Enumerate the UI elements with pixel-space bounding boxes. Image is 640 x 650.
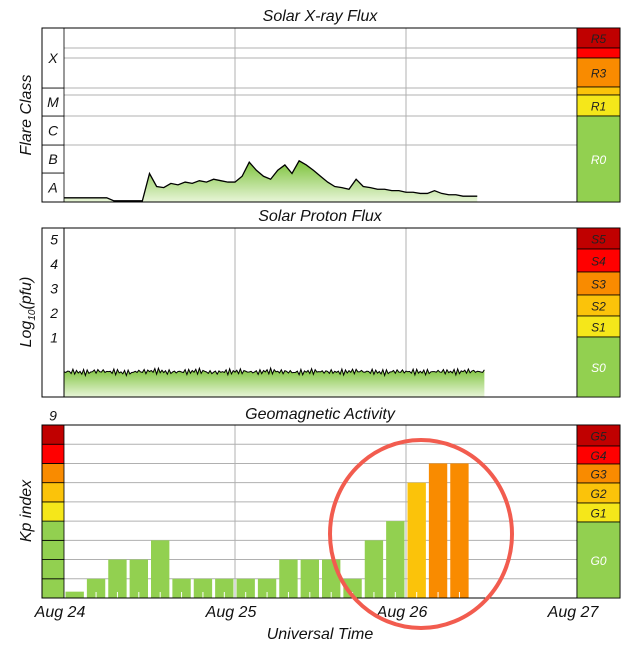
radiation-storm-scale-band xyxy=(576,336,621,398)
kp-bar xyxy=(65,591,84,598)
radiation-storm-scale-label: S5 xyxy=(591,233,606,247)
radio-blackout-scale-band xyxy=(576,86,621,96)
kp-bar xyxy=(279,559,298,598)
proton-y-tick: 1 xyxy=(50,330,58,346)
plot-area xyxy=(64,425,577,598)
proton-title: Solar Proton Flux xyxy=(258,208,383,225)
x-tick-label: Aug 24 xyxy=(34,604,86,621)
kp-scale-cell xyxy=(41,539,65,560)
radiation-storm-scale-label: S4 xyxy=(591,255,606,269)
geomagnetic-storm-scale-label: G3 xyxy=(590,468,606,482)
kp-bar xyxy=(108,559,127,598)
x-tick-label: Aug 25 xyxy=(205,604,257,621)
kp-bar xyxy=(407,482,426,598)
radio-blackout-scale-band xyxy=(576,115,621,203)
kp-scale-cell xyxy=(41,424,65,445)
kp-bar xyxy=(428,463,448,598)
flare-class-label: C xyxy=(48,123,59,139)
proton-y-tick: 2 xyxy=(49,305,58,321)
geomagnetic-storm-scale-band xyxy=(576,521,621,599)
kp-bar xyxy=(193,578,213,598)
x-axis-label: Universal Time xyxy=(267,626,374,643)
flare-class-label: X xyxy=(47,50,58,66)
kp-bar xyxy=(386,521,405,598)
x-axis-ticks: Aug 24 Aug 25 Aug 26 Aug 27 xyxy=(34,604,600,621)
kp-bar xyxy=(172,578,191,598)
proton-y-tick: 4 xyxy=(50,256,58,272)
flare-class-label: M xyxy=(47,94,59,110)
xray-flux-fill xyxy=(64,160,478,202)
kp-y-tick: 9 xyxy=(49,407,57,423)
radio-blackout-scale-label: R1 xyxy=(591,100,606,114)
kp-bar xyxy=(236,578,255,598)
flare-class-label: B xyxy=(48,151,57,167)
plot-area xyxy=(64,228,577,397)
proton-flux-fill xyxy=(64,368,485,397)
kp-bar xyxy=(129,559,148,598)
kp-bar xyxy=(215,578,234,598)
radiation-storm-scale-label: S3 xyxy=(591,278,606,292)
radiation-storm-scale-label: S2 xyxy=(591,300,606,314)
kp-bar xyxy=(86,578,106,598)
radio-blackout-scale-band xyxy=(576,47,621,59)
kp-scale-cell xyxy=(41,463,65,484)
kp-scale-cell xyxy=(41,559,65,580)
geomag-ylabel: Kp index xyxy=(18,479,35,542)
geomagnetic-storm-scale-label: G0 xyxy=(590,554,606,568)
radiation-storm-scale-label: S0 xyxy=(591,361,606,375)
kp-scale-cell xyxy=(41,578,65,599)
kp-scale-cell xyxy=(41,443,65,464)
proton-ylabel: Log10(pfu) xyxy=(18,277,38,348)
highlight-circle xyxy=(328,438,514,630)
geomagnetic-storm-scale-label: G5 xyxy=(590,430,606,444)
kp-scale-cell xyxy=(41,482,65,503)
kp-scale-cell xyxy=(41,520,65,541)
geomagnetic-storm-scale-label: G2 xyxy=(590,487,606,501)
kp-bar xyxy=(300,559,319,598)
flare-class-label: A xyxy=(47,180,57,196)
geomagnetic-storm-scale-label: G1 xyxy=(590,507,606,521)
geomag-title: Geomagnetic Activity xyxy=(245,406,396,423)
x-tick-label: Aug 26 xyxy=(376,604,428,621)
kp-bar xyxy=(450,463,469,598)
kp-bar xyxy=(364,540,384,598)
kp-bar xyxy=(257,578,277,598)
radio-blackout-scale-band xyxy=(576,57,621,88)
xray-ylabel: Flare Class xyxy=(18,75,35,156)
proton-y-tick: 3 xyxy=(50,281,58,297)
kp-scale-cell xyxy=(41,501,65,522)
proton-y-tick: 5 xyxy=(50,232,58,248)
proton-flux-line xyxy=(63,366,485,378)
radio-blackout-scale-label: R0 xyxy=(591,153,607,167)
y-axis-area xyxy=(42,228,64,397)
proton-panel: 1 2 3 4 5 S5 S4 S3 S2 S1 S0 xyxy=(41,227,621,398)
kp-bar xyxy=(151,540,170,598)
radiation-storm-scale-label: S1 xyxy=(591,321,606,335)
x-tick-label: Aug 27 xyxy=(547,604,600,621)
xray-title: Solar X-ray Flux xyxy=(263,8,379,25)
geomag-panel: 123456789G5G4G3G2G1G0 xyxy=(41,407,621,599)
radio-blackout-scale-label: R5 xyxy=(591,32,607,46)
geomagnetic-storm-scale-label: G4 xyxy=(590,449,606,463)
radio-blackout-scale-label: R3 xyxy=(591,67,607,81)
xray-flux-line xyxy=(64,159,478,202)
